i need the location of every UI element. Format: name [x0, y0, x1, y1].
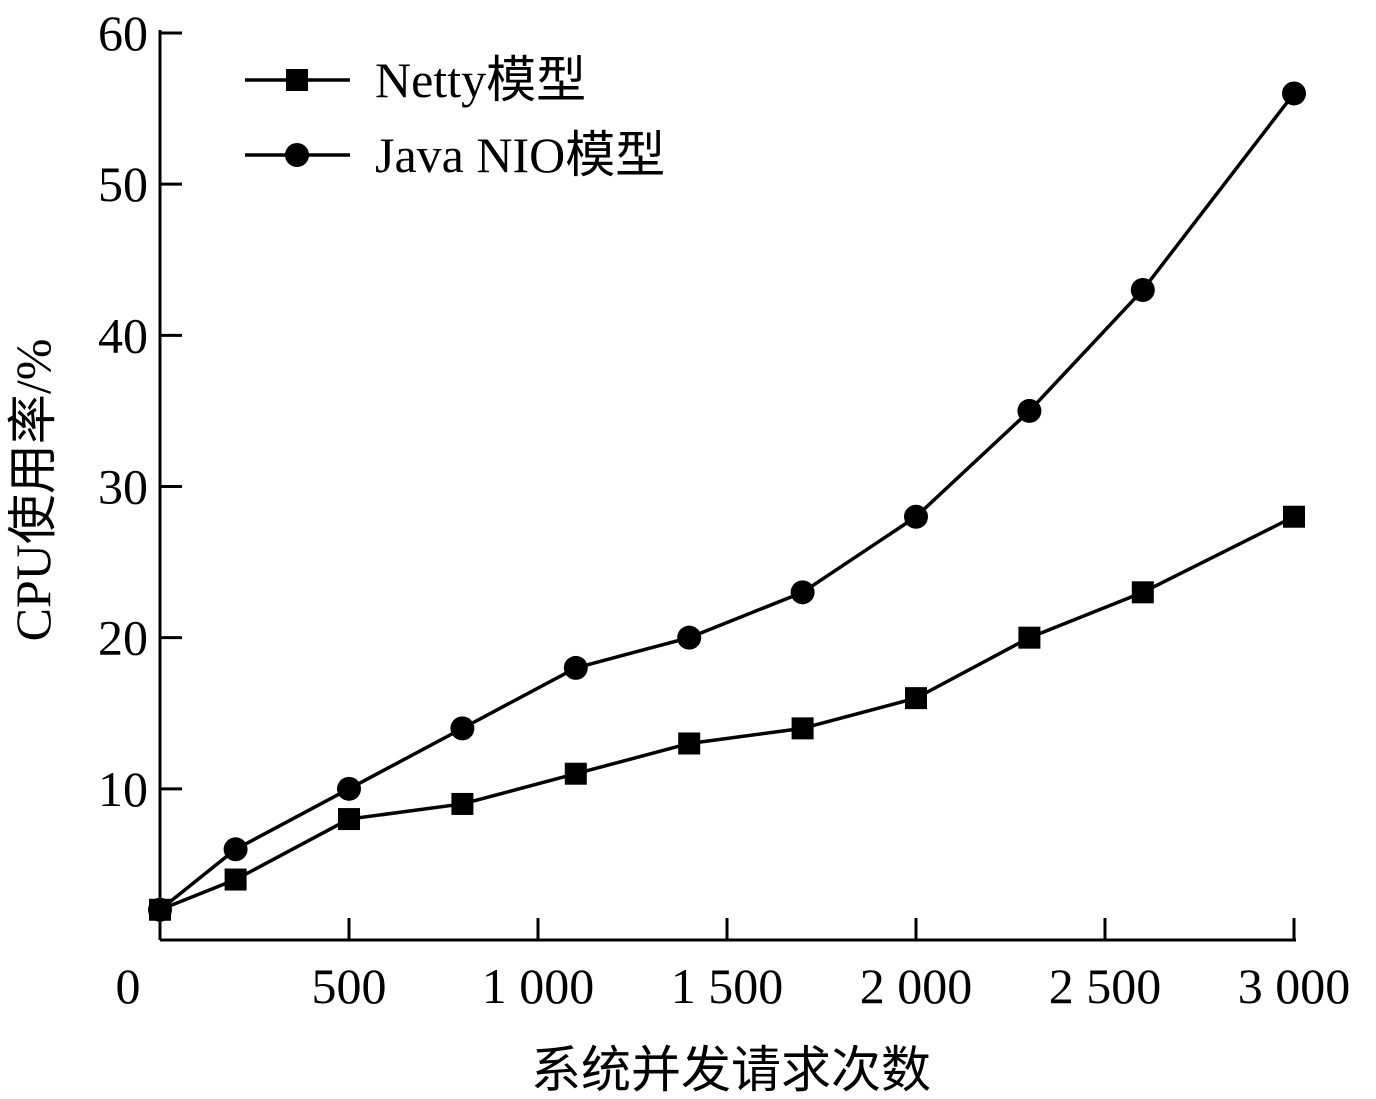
legend-label: Java NIO模型 — [375, 127, 665, 183]
data-point-circle — [450, 716, 475, 741]
y-tick-label: 60 — [98, 5, 148, 61]
data-point-square — [564, 762, 587, 785]
data-point-square — [1131, 581, 1154, 604]
data-point-circle — [904, 504, 928, 529]
data-point-square — [678, 732, 701, 755]
data-point-circle — [563, 655, 588, 680]
data-point-square — [791, 717, 814, 740]
series-line — [158, 92, 1296, 912]
plot-area — [148, 81, 1306, 922]
y-tick-label: 20 — [98, 610, 148, 666]
y-axis-title: CPU使用率/% — [5, 339, 61, 642]
data-point-square — [224, 868, 247, 891]
x-tick-label: 1 000 — [482, 958, 595, 1014]
legend-marker-square — [286, 69, 308, 91]
data-point-circle — [148, 897, 172, 922]
y-tick-label: 10 — [98, 761, 148, 817]
x-tick-label: 500 — [312, 958, 387, 1014]
data-point-circle — [677, 625, 702, 650]
y-tick-label: 50 — [98, 156, 148, 212]
axes: 10 20 30 40 50 60 0 500 1 000 1 500 2 000 2 500 3 00… — [98, 5, 1350, 1014]
x-tick-label: 2 500 — [1049, 958, 1162, 1014]
x-tick-label: 0 — [116, 958, 141, 1014]
data-point-circle — [790, 580, 815, 605]
y-tick-label: 40 — [98, 307, 148, 363]
series-line — [159, 515, 1295, 912]
data-point-circle — [1282, 81, 1306, 106]
x-tick-label: 1 500 — [671, 958, 784, 1014]
y-tick-label: 30 — [98, 459, 148, 515]
data-point-square — [1283, 505, 1305, 528]
legend-marker-circle — [285, 143, 309, 167]
data-point-circle — [337, 776, 361, 801]
data-point-circle — [1017, 398, 1042, 423]
data-point-circle — [1130, 277, 1155, 302]
legend-label: Netty模型 — [375, 52, 586, 108]
data-point-square — [1018, 626, 1041, 649]
x-tick-label: 2 000 — [860, 958, 973, 1014]
x-axis-title: 系统并发请求次数 — [531, 1042, 931, 1098]
x-tick-label: 3 000 — [1238, 958, 1351, 1014]
legend: Netty模型 Java NIO模型 — [245, 52, 665, 183]
data-point-square — [905, 687, 927, 710]
data-point-circle — [223, 837, 248, 862]
data-point-square — [338, 808, 360, 831]
data-point-square — [451, 792, 474, 815]
